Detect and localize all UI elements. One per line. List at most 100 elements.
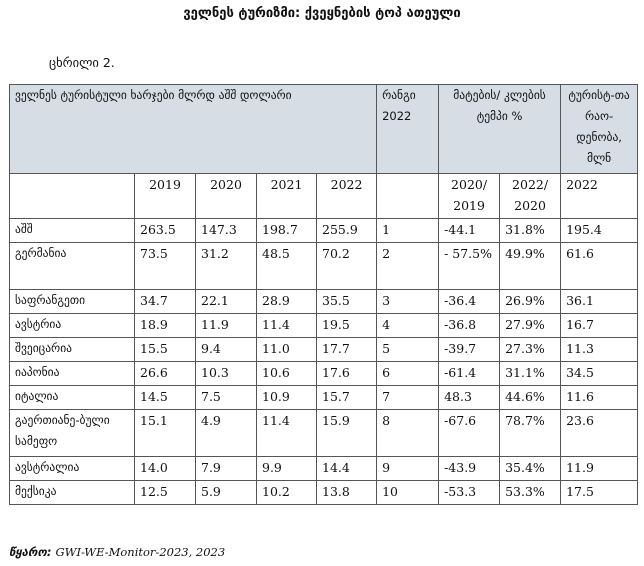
header-row-2: 2019 2020 2021 2022 2020/ 2019 2022/ 202… xyxy=(9,173,639,219)
rank-cell: 10 xyxy=(376,480,440,505)
value-cell: 19.5 xyxy=(315,313,378,338)
growth-cell: 31.8% xyxy=(499,218,562,243)
trips-cell: 23.6 xyxy=(560,409,639,457)
table-row: გერმანია 73.5 31.2 48.5 70.2 2 - 57.5% 4… xyxy=(9,242,639,290)
value-cell: 35.5 xyxy=(315,289,378,314)
growth-cell: 48.3 xyxy=(438,385,501,410)
country-cell: იაპონია xyxy=(9,361,135,386)
value-cell: 198.7 xyxy=(256,218,317,243)
table-row: იაპონია 26.6 10.3 10.6 17.6 6 -61.4 31.1… xyxy=(9,361,639,386)
value-cell: 12.5 xyxy=(134,480,196,505)
header-row-1: ველნეს ტურისტული ხარჯები მლრდ აშშ დოლარი… xyxy=(8,84,639,174)
growth-cell: -39.7 xyxy=(438,337,501,362)
country-cell: საფრანგეთი xyxy=(9,289,135,314)
growth-cell: -53.3 xyxy=(438,480,501,505)
value-cell: 18.9 xyxy=(134,313,196,338)
growth-cell: -36.4 xyxy=(438,289,501,314)
value-cell: 73.5 xyxy=(134,242,196,290)
value-cell: 5.9 xyxy=(195,480,257,505)
value-cell: 14.0 xyxy=(134,456,196,481)
value-cell: 70.2 xyxy=(315,242,378,290)
value-cell: 263.5 xyxy=(134,218,196,243)
value-cell: 14.4 xyxy=(315,456,378,481)
trips-cell: 61.6 xyxy=(560,242,639,290)
country-cell: იტალია xyxy=(9,385,135,410)
value-cell: 9.4 xyxy=(195,337,257,362)
rank-cell: 7 xyxy=(376,385,440,410)
table-row: საფრანგეთი 34.7 22.1 28.9 35.5 3 -36.4 2… xyxy=(9,289,639,314)
growth-cell: -61.4 xyxy=(438,361,501,386)
growth-cell: 35.4% xyxy=(499,456,562,481)
header-growth-period-1: 2020/ 2019 xyxy=(438,173,501,219)
table-row: შვეიცარია 15.5 9.4 11.0 17.7 5 -39.7 27.… xyxy=(9,337,639,362)
wellness-table: ველნეს ტურისტული ხარჯები მლრდ აშშ დოლარი… xyxy=(8,84,639,505)
value-cell: 31.2 xyxy=(195,242,257,290)
value-cell: 14.5 xyxy=(134,385,196,410)
value-cell: 7.5 xyxy=(195,385,257,410)
country-cell: გაერთიანე-ბული სამეფო xyxy=(9,409,135,457)
source-label: წყარო: xyxy=(9,545,52,559)
header-year-2021: 2021 xyxy=(256,173,317,219)
value-cell: 11.4 xyxy=(256,409,317,457)
header-trips-year: 2022 xyxy=(560,173,639,219)
table-row: გაერთიანე-ბული სამეფო 15.1 4.9 11.4 15.9… xyxy=(9,409,639,457)
rank-cell: 6 xyxy=(376,361,440,386)
value-cell: 10.2 xyxy=(256,480,317,505)
value-cell: 11.9 xyxy=(195,313,257,338)
growth-cell: 78.7% xyxy=(499,409,562,457)
value-cell: 147.3 xyxy=(195,218,257,243)
rank-cell: 2 xyxy=(376,242,440,290)
value-cell: 7.9 xyxy=(195,456,257,481)
trips-cell: 11.3 xyxy=(560,337,639,362)
country-cell: შვეიცარია xyxy=(9,337,135,362)
value-cell: 48.5 xyxy=(256,242,317,290)
rank-cell: 3 xyxy=(376,289,440,314)
growth-cell: -67.6 xyxy=(438,409,501,457)
value-cell: 17.7 xyxy=(315,337,378,362)
growth-cell: 27.3% xyxy=(499,337,562,362)
value-cell: 4.9 xyxy=(195,409,257,457)
value-cell: 15.5 xyxy=(134,337,196,362)
header-spend: ველნეს ტურისტული ხარჯები მლრდ აშშ დოლარი xyxy=(8,84,378,174)
growth-cell: -44.1 xyxy=(438,218,501,243)
growth-cell: 44.6% xyxy=(499,385,562,410)
value-cell: 10.3 xyxy=(195,361,257,386)
country-cell: ავსტრია xyxy=(9,313,135,338)
trips-cell: 16.7 xyxy=(560,313,639,338)
trips-cell: 11.6 xyxy=(560,385,639,410)
country-cell: ავსტრალია xyxy=(9,456,135,481)
value-cell: 11.4 xyxy=(256,313,317,338)
header-growth: მატების/ კლების ტემპი % xyxy=(438,84,562,174)
header-year-2020: 2020 xyxy=(195,173,257,219)
value-cell: 26.6 xyxy=(134,361,196,386)
table-row: ავსტრია 18.9 11.9 11.4 19.5 4 -36.8 27.9… xyxy=(9,313,639,338)
table-row: ავსტრალია 14.0 7.9 9.9 14.4 9 -43.9 35.4… xyxy=(9,456,639,481)
value-cell: 10.9 xyxy=(256,385,317,410)
growth-cell: - 57.5% xyxy=(438,242,501,290)
header-growth-period-2: 2022/ 2020 xyxy=(499,173,562,219)
growth-cell: 53.3% xyxy=(499,480,562,505)
header-year-2022: 2022 xyxy=(315,173,378,219)
trips-cell: 195.4 xyxy=(560,218,639,243)
value-cell: 9.9 xyxy=(256,456,317,481)
value-cell: 13.8 xyxy=(315,480,378,505)
header-year-2019: 2019 xyxy=(134,173,196,219)
rank-cell: 9 xyxy=(376,456,440,481)
value-cell: 10.6 xyxy=(256,361,317,386)
value-cell: 15.9 xyxy=(315,409,378,457)
trips-cell: 36.1 xyxy=(560,289,639,314)
value-cell: 22.1 xyxy=(195,289,257,314)
growth-cell: 27.9% xyxy=(499,313,562,338)
document-title: ველნეს ტურიზმი: ქვეყნების ტოპ ათეული xyxy=(183,6,461,21)
country-cell: გერმანია xyxy=(9,242,135,290)
header-trips: ტურისტ-თა რაო-დენობა, მლნ xyxy=(560,84,639,174)
value-cell: 28.9 xyxy=(256,289,317,314)
source-text: GWI-WE-Monitor-2023, 2023 xyxy=(55,545,226,559)
value-cell: 34.7 xyxy=(134,289,196,314)
rank-cell: 1 xyxy=(376,218,440,243)
country-cell: მექსიკა xyxy=(9,480,135,505)
growth-cell: -36.8 xyxy=(438,313,501,338)
growth-cell: 31.1% xyxy=(499,361,562,386)
value-cell: 15.7 xyxy=(315,385,378,410)
table-caption: ცხრილი 2. xyxy=(49,55,115,70)
